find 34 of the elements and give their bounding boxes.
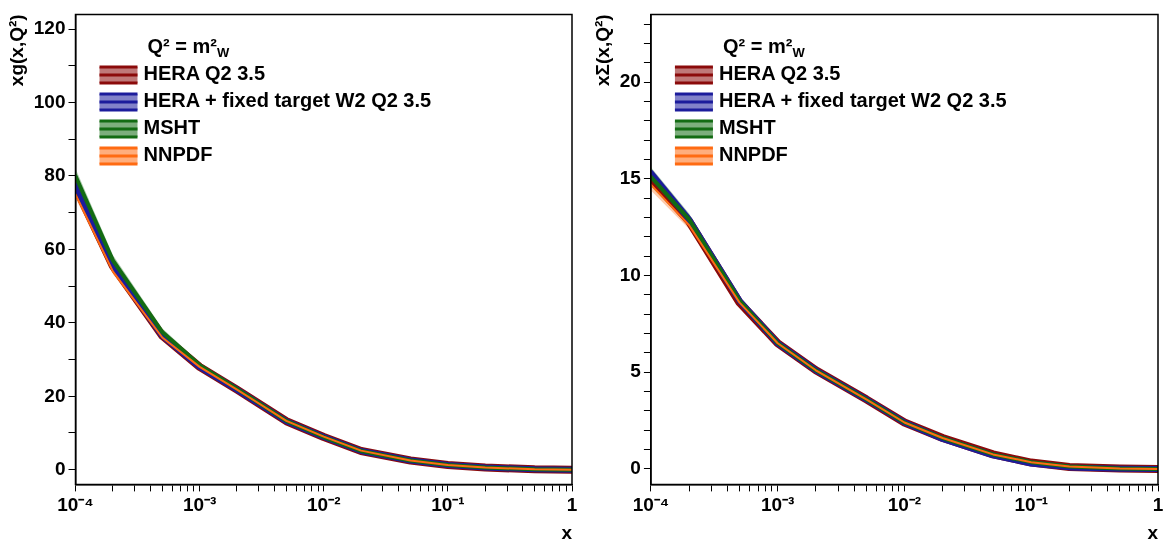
x-tick-label: 10⁻¹ — [1014, 494, 1048, 516]
y-tick-label: 20 — [619, 70, 641, 92]
y-tick-label: 40 — [44, 311, 66, 333]
legend-label: HERA Q2 3.5 — [718, 62, 841, 85]
x-tick-label: 10⁻² — [307, 494, 341, 516]
legend-label: NNPDF — [143, 143, 213, 166]
y-tick-label: 0 — [630, 457, 641, 479]
legend-label: HERA + fixed target W2 Q2 3.5 — [143, 89, 432, 112]
x-tick-label: 10⁻² — [887, 494, 922, 516]
legend-label: NNPDF — [718, 143, 788, 166]
legend-label: MSHT — [143, 116, 201, 139]
legend-label: HERA + fixed target W2 Q2 3.5 — [718, 89, 1007, 112]
y-tick-label: 15 — [619, 167, 642, 189]
x-tick-label: 1 — [566, 494, 578, 516]
x-tick-label: 10⁻⁴ — [57, 494, 94, 516]
x-tick-label: 10⁻³ — [760, 494, 795, 516]
x-tick-label: 10⁻³ — [182, 494, 217, 516]
y-tick-label: 10 — [619, 263, 641, 285]
legend-label: MSHT — [718, 116, 776, 139]
y-tick-label: 80 — [44, 164, 66, 186]
y-tick-label: 5 — [630, 360, 642, 382]
y-axis-title: xΣ(x,Q²) — [591, 14, 613, 86]
y-tick-label: 20 — [44, 384, 66, 406]
y-tick-label: 120 — [33, 17, 66, 39]
y-axis-title: xg(x,Q²) — [5, 14, 27, 87]
x-axis-title: x — [1147, 521, 1159, 543]
x-tick-label: 10⁻⁴ — [632, 494, 670, 516]
y-tick-label: 60 — [44, 237, 66, 259]
x-tick-label: 1 — [1152, 494, 1164, 516]
x-axis-title: x — [561, 521, 573, 543]
y-tick-label: 100 — [33, 90, 66, 112]
x-tick-label: 10⁻¹ — [431, 494, 465, 516]
legend-label: HERA Q2 3.5 — [143, 62, 266, 85]
y-tick-label: 0 — [54, 457, 66, 479]
